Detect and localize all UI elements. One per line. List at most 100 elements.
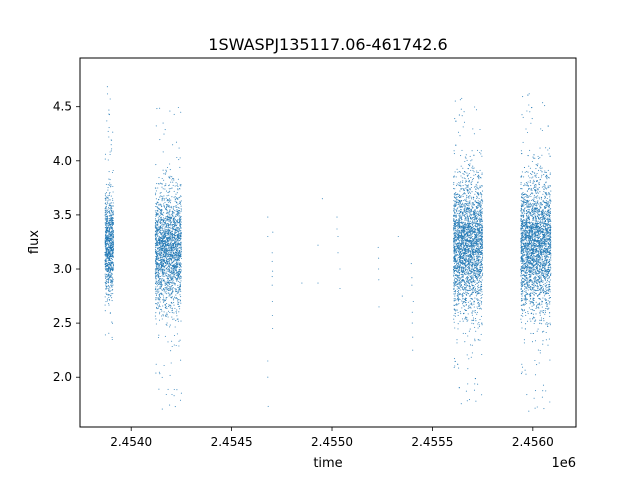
data-point <box>164 239 166 242</box>
data-point <box>110 218 112 220</box>
data-point <box>111 214 113 216</box>
data-point <box>167 305 170 308</box>
data-point <box>454 204 456 206</box>
data-point <box>163 300 165 302</box>
data-point <box>111 279 113 281</box>
data-point <box>160 246 162 248</box>
data-point <box>174 195 176 198</box>
data-point <box>156 292 158 294</box>
data-point <box>159 278 161 280</box>
data-point <box>178 222 180 224</box>
data-point <box>167 277 169 279</box>
data-point <box>480 333 482 335</box>
data-points-layer <box>104 86 552 412</box>
data-point <box>162 266 164 268</box>
data-point <box>474 193 476 195</box>
data-point <box>174 284 176 286</box>
data-point <box>456 211 458 213</box>
data-point <box>461 296 463 298</box>
data-point <box>106 252 108 254</box>
data-point <box>169 169 171 171</box>
data-point <box>155 215 157 218</box>
data-point <box>472 289 474 291</box>
data-point <box>464 341 466 343</box>
data-point <box>177 203 179 205</box>
data-point <box>111 284 113 286</box>
data-point <box>106 223 108 226</box>
data-point <box>466 238 468 240</box>
data-point <box>109 276 111 278</box>
data-point <box>163 223 165 225</box>
data-point <box>109 262 111 264</box>
data-point <box>106 93 109 95</box>
data-point <box>481 324 483 326</box>
data-point <box>105 192 108 194</box>
data-point <box>105 224 107 226</box>
data-point <box>462 262 464 264</box>
data-point <box>167 211 169 213</box>
data-point <box>180 277 182 279</box>
data-point <box>453 284 455 286</box>
data-point <box>111 338 113 341</box>
data-point <box>155 237 158 239</box>
data-point <box>174 222 176 224</box>
data-point <box>177 272 179 274</box>
data-point <box>173 236 175 238</box>
data-point <box>174 257 176 259</box>
data-point <box>462 173 464 175</box>
data-point <box>171 240 174 242</box>
data-point <box>173 312 175 314</box>
data-point <box>169 270 171 272</box>
data-point <box>456 342 458 344</box>
data-point <box>105 237 108 239</box>
data-point <box>176 235 179 237</box>
data-point <box>454 194 456 196</box>
data-point <box>162 293 164 295</box>
data-point <box>107 237 109 239</box>
data-point <box>155 252 157 254</box>
data-point <box>111 224 113 226</box>
data-point <box>161 275 163 277</box>
data-point <box>108 286 110 288</box>
data-point <box>453 150 455 152</box>
data-point <box>106 231 108 234</box>
data-point <box>157 254 159 256</box>
data-point <box>179 288 181 290</box>
data-point <box>111 227 113 229</box>
data-point <box>474 383 476 385</box>
data-point <box>173 299 175 301</box>
data-point <box>161 239 163 241</box>
data-point <box>469 328 471 330</box>
data-point <box>160 247 162 249</box>
data-point <box>112 279 114 281</box>
data-point <box>458 202 460 204</box>
data-point <box>156 285 159 287</box>
data-point <box>180 229 182 231</box>
data-point <box>163 364 165 367</box>
data-point <box>167 201 169 203</box>
data-point <box>107 208 109 210</box>
data-point <box>476 306 478 308</box>
data-point <box>174 232 176 234</box>
data-point <box>170 362 172 364</box>
data-point <box>180 209 182 211</box>
data-point <box>176 264 178 266</box>
data-point <box>161 315 163 317</box>
data-point <box>157 273 159 275</box>
data-point <box>476 248 478 250</box>
data-point <box>106 223 109 225</box>
data-point <box>157 230 159 232</box>
data-point <box>169 210 171 212</box>
data-point <box>479 237 482 239</box>
data-point <box>108 245 110 247</box>
data-point <box>111 220 114 222</box>
data-point <box>459 267 461 269</box>
data-point <box>171 245 173 247</box>
data-point <box>110 247 112 249</box>
data-point <box>473 248 475 250</box>
data-point <box>109 218 111 220</box>
data-point <box>110 255 112 257</box>
data-point <box>111 230 113 233</box>
data-point <box>176 185 178 187</box>
data-point <box>179 237 181 239</box>
